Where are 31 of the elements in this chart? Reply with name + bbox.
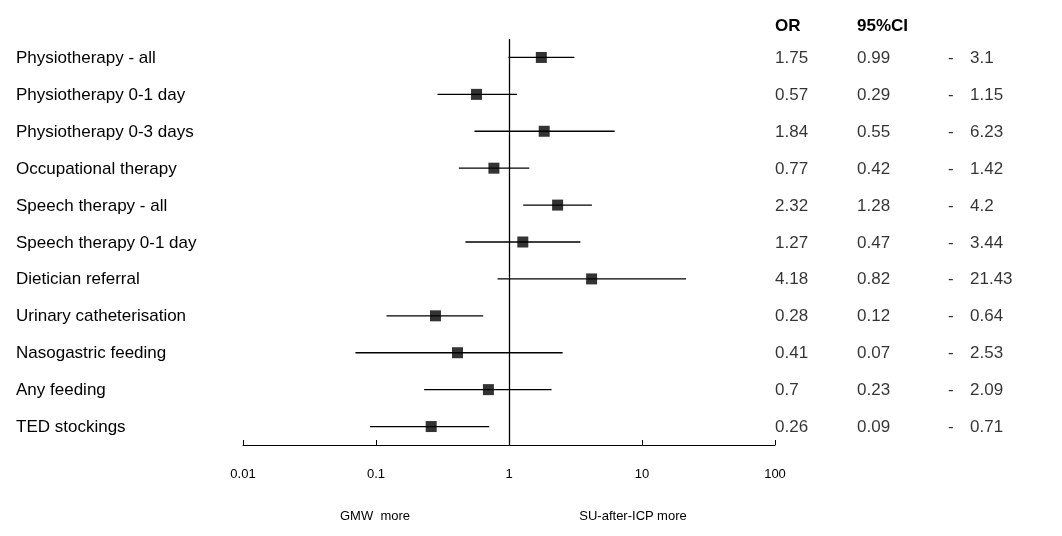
x-tick-label: 100	[764, 466, 786, 481]
text: SU-after-ICP more	[579, 507, 687, 523]
x-tick-label: 0.01	[230, 466, 256, 481]
y-tick-label: Nasogastric feeding	[16, 343, 167, 363]
y-tick-label: Physiotherapy 0-3 days	[16, 121, 194, 141]
y-tick-label: Speech therapy 0-1 day	[16, 232, 198, 252]
text: 0.28 0.12 - 0.64	[775, 306, 1004, 326]
y-tick-label: Urinary catheterisation	[16, 306, 187, 326]
x-tick-label: 1	[505, 466, 513, 481]
x-tick-label: 10	[634, 466, 650, 481]
text: 0.57 0.29 - 1.15	[775, 84, 1004, 104]
y-tick-label: TED stockings	[16, 417, 126, 437]
text: 4.18 0.82 - 21.43	[775, 269, 1013, 289]
text: 2.32 1.28 - 4.2	[775, 195, 994, 215]
text: 0.77 0.42 - 1.42	[775, 158, 1004, 178]
text: 1.27 0.47 - 3.44	[775, 232, 1004, 252]
text: 0.41 0.07 - 2.53	[775, 343, 1004, 363]
text: 1.84 0.55 - 6.23	[775, 121, 1004, 141]
y-tick-label: Occupational therapy	[16, 158, 178, 178]
x-tick-label: 0.1	[366, 466, 386, 481]
y-tick-label: Physiotherapy - all	[16, 47, 156, 67]
text: 0.26 0.09 - 0.71	[775, 417, 1004, 437]
text: 1.75 0.99 - 3.1	[775, 47, 994, 67]
text: OR	[775, 15, 801, 35]
y-tick-label: Dietician referral	[16, 269, 140, 289]
text: 0.7 0.23 - 2.09	[775, 380, 1004, 400]
y-tick-label: Speech therapy - all	[16, 195, 168, 215]
text: 95%CI	[857, 15, 909, 35]
text: GMW more	[339, 507, 411, 523]
y-tick-label: Physiotherapy 0-1 day	[16, 84, 186, 104]
y-tick-label: Any feeding	[16, 380, 106, 400]
